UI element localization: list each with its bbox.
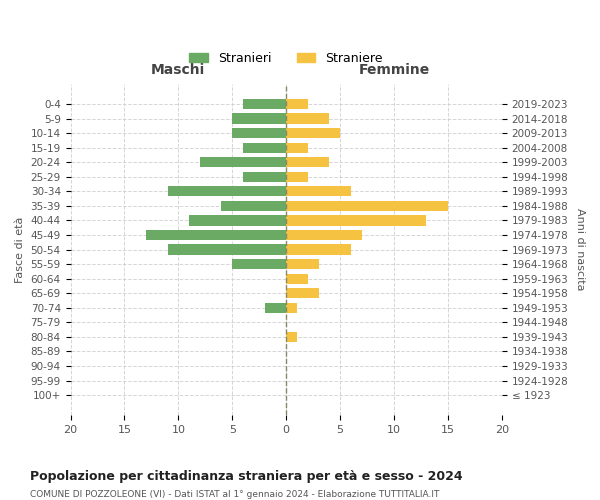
Text: COMUNE DI POZZOLEONE (VI) - Dati ISTAT al 1° gennaio 2024 - Elaborazione TUTTITA: COMUNE DI POZZOLEONE (VI) - Dati ISTAT a… — [30, 490, 439, 499]
Bar — [286, 332, 297, 342]
Bar — [167, 244, 286, 254]
Bar — [286, 114, 329, 124]
Bar — [286, 230, 362, 240]
Bar — [221, 201, 286, 211]
Y-axis label: Fasce di età: Fasce di età — [15, 216, 25, 282]
Bar — [286, 128, 340, 138]
Bar — [232, 128, 286, 138]
Bar — [232, 259, 286, 269]
Bar — [146, 230, 286, 240]
Y-axis label: Anni di nascita: Anni di nascita — [575, 208, 585, 291]
Bar — [200, 157, 286, 168]
Bar — [286, 157, 329, 168]
Bar — [286, 172, 308, 182]
Text: Femmine: Femmine — [358, 63, 430, 77]
Bar — [167, 186, 286, 196]
Bar — [286, 244, 351, 254]
Bar — [189, 216, 286, 226]
Bar — [232, 114, 286, 124]
Bar — [243, 99, 286, 109]
Bar — [286, 259, 319, 269]
Bar — [243, 172, 286, 182]
Bar — [286, 302, 297, 313]
Bar — [286, 99, 308, 109]
Bar — [243, 142, 286, 152]
Bar — [286, 201, 448, 211]
Bar — [286, 186, 351, 196]
Bar — [286, 274, 308, 283]
Bar — [286, 142, 308, 152]
Text: Popolazione per cittadinanza straniera per età e sesso - 2024: Popolazione per cittadinanza straniera p… — [30, 470, 463, 483]
Bar — [286, 216, 427, 226]
Legend: Stranieri, Straniere: Stranieri, Straniere — [184, 47, 388, 70]
Bar — [265, 302, 286, 313]
Bar — [286, 288, 319, 298]
Text: Maschi: Maschi — [151, 63, 205, 77]
